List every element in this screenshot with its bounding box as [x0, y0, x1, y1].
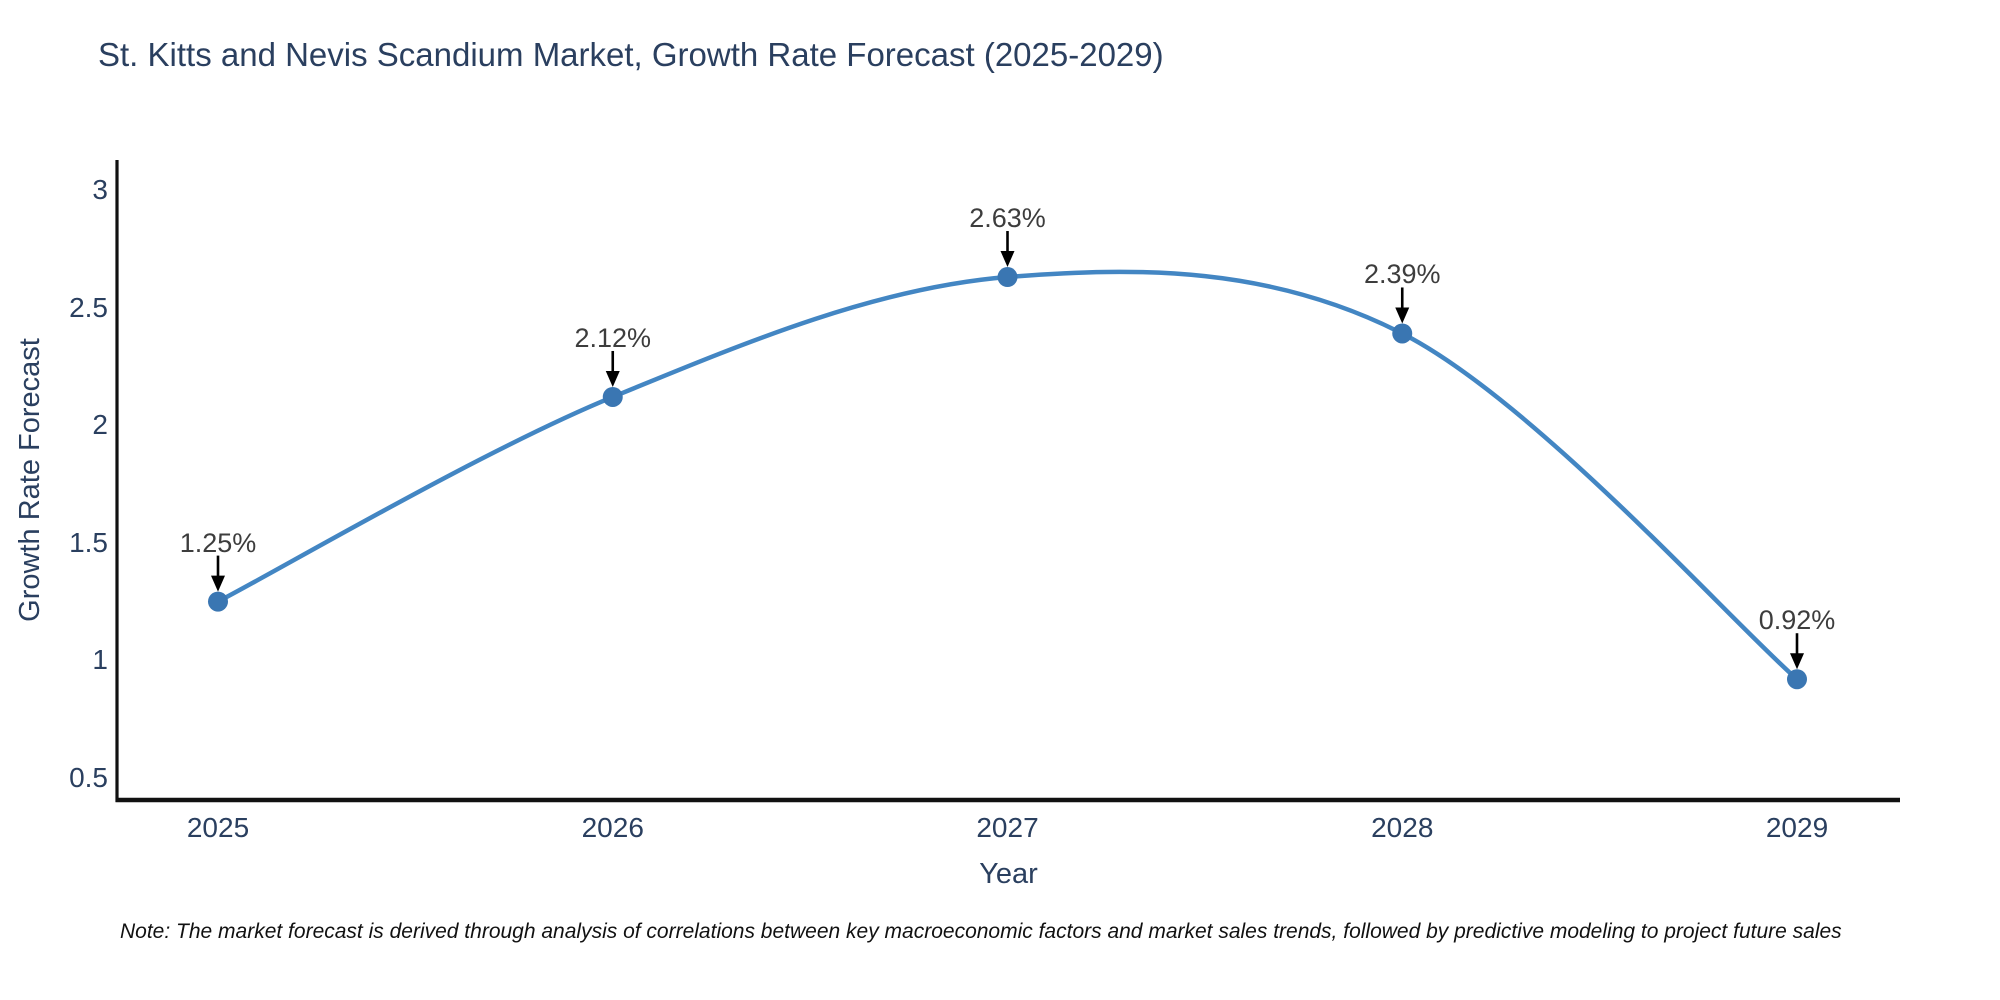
y-tick-label: 0.5 [69, 762, 108, 793]
point-value-label: 2.39% [1363, 259, 1441, 290]
x-tick-label: 2028 [1371, 812, 1434, 843]
y-tick-label: 1.5 [69, 526, 108, 558]
y-tick-label: 2 [92, 409, 108, 441]
x-tick-label: 2025 [186, 812, 250, 843]
x-axis-title: Year [979, 858, 1038, 890]
point-value-label: 0.92% [1758, 605, 1836, 636]
point-value-label: 2.63% [969, 203, 1046, 234]
data-point-marker [1787, 669, 1807, 690]
chart-title: St. Kitts and Nevis Scandium Market, Gro… [98, 36, 1164, 73]
x-tick-label: 2027 [976, 812, 1039, 843]
y-axis-tick-labels: 0.5 1 1.5 2 2.5 3 [0, 0, 108, 1000]
annotation-arrow-head [1000, 251, 1015, 268]
trend-line [216, 269, 1799, 681]
point-value-label: 2.12% [574, 322, 652, 353]
annotation-arrow-head [1395, 307, 1410, 324]
data-point-marker [997, 267, 1018, 288]
footnote: Note: The market forecast is derived thr… [120, 920, 1842, 943]
x-tick-label: 2026 [581, 812, 644, 843]
y-tick-label: 2.5 [69, 291, 108, 323]
x-tick-label: 2029 [1765, 812, 1829, 843]
y-tick-label: 3 [92, 174, 108, 205]
annotation-arrow-head [605, 370, 620, 387]
data-point-marker [1392, 323, 1413, 344]
annotation-arrow-head [211, 575, 225, 592]
point-value-label: 1.25% [179, 527, 257, 558]
annotation-arrow-head [1790, 653, 1804, 670]
data-point-marker [208, 591, 228, 612]
data-point-marker [602, 386, 623, 407]
y-tick-label: 1 [92, 644, 108, 676]
